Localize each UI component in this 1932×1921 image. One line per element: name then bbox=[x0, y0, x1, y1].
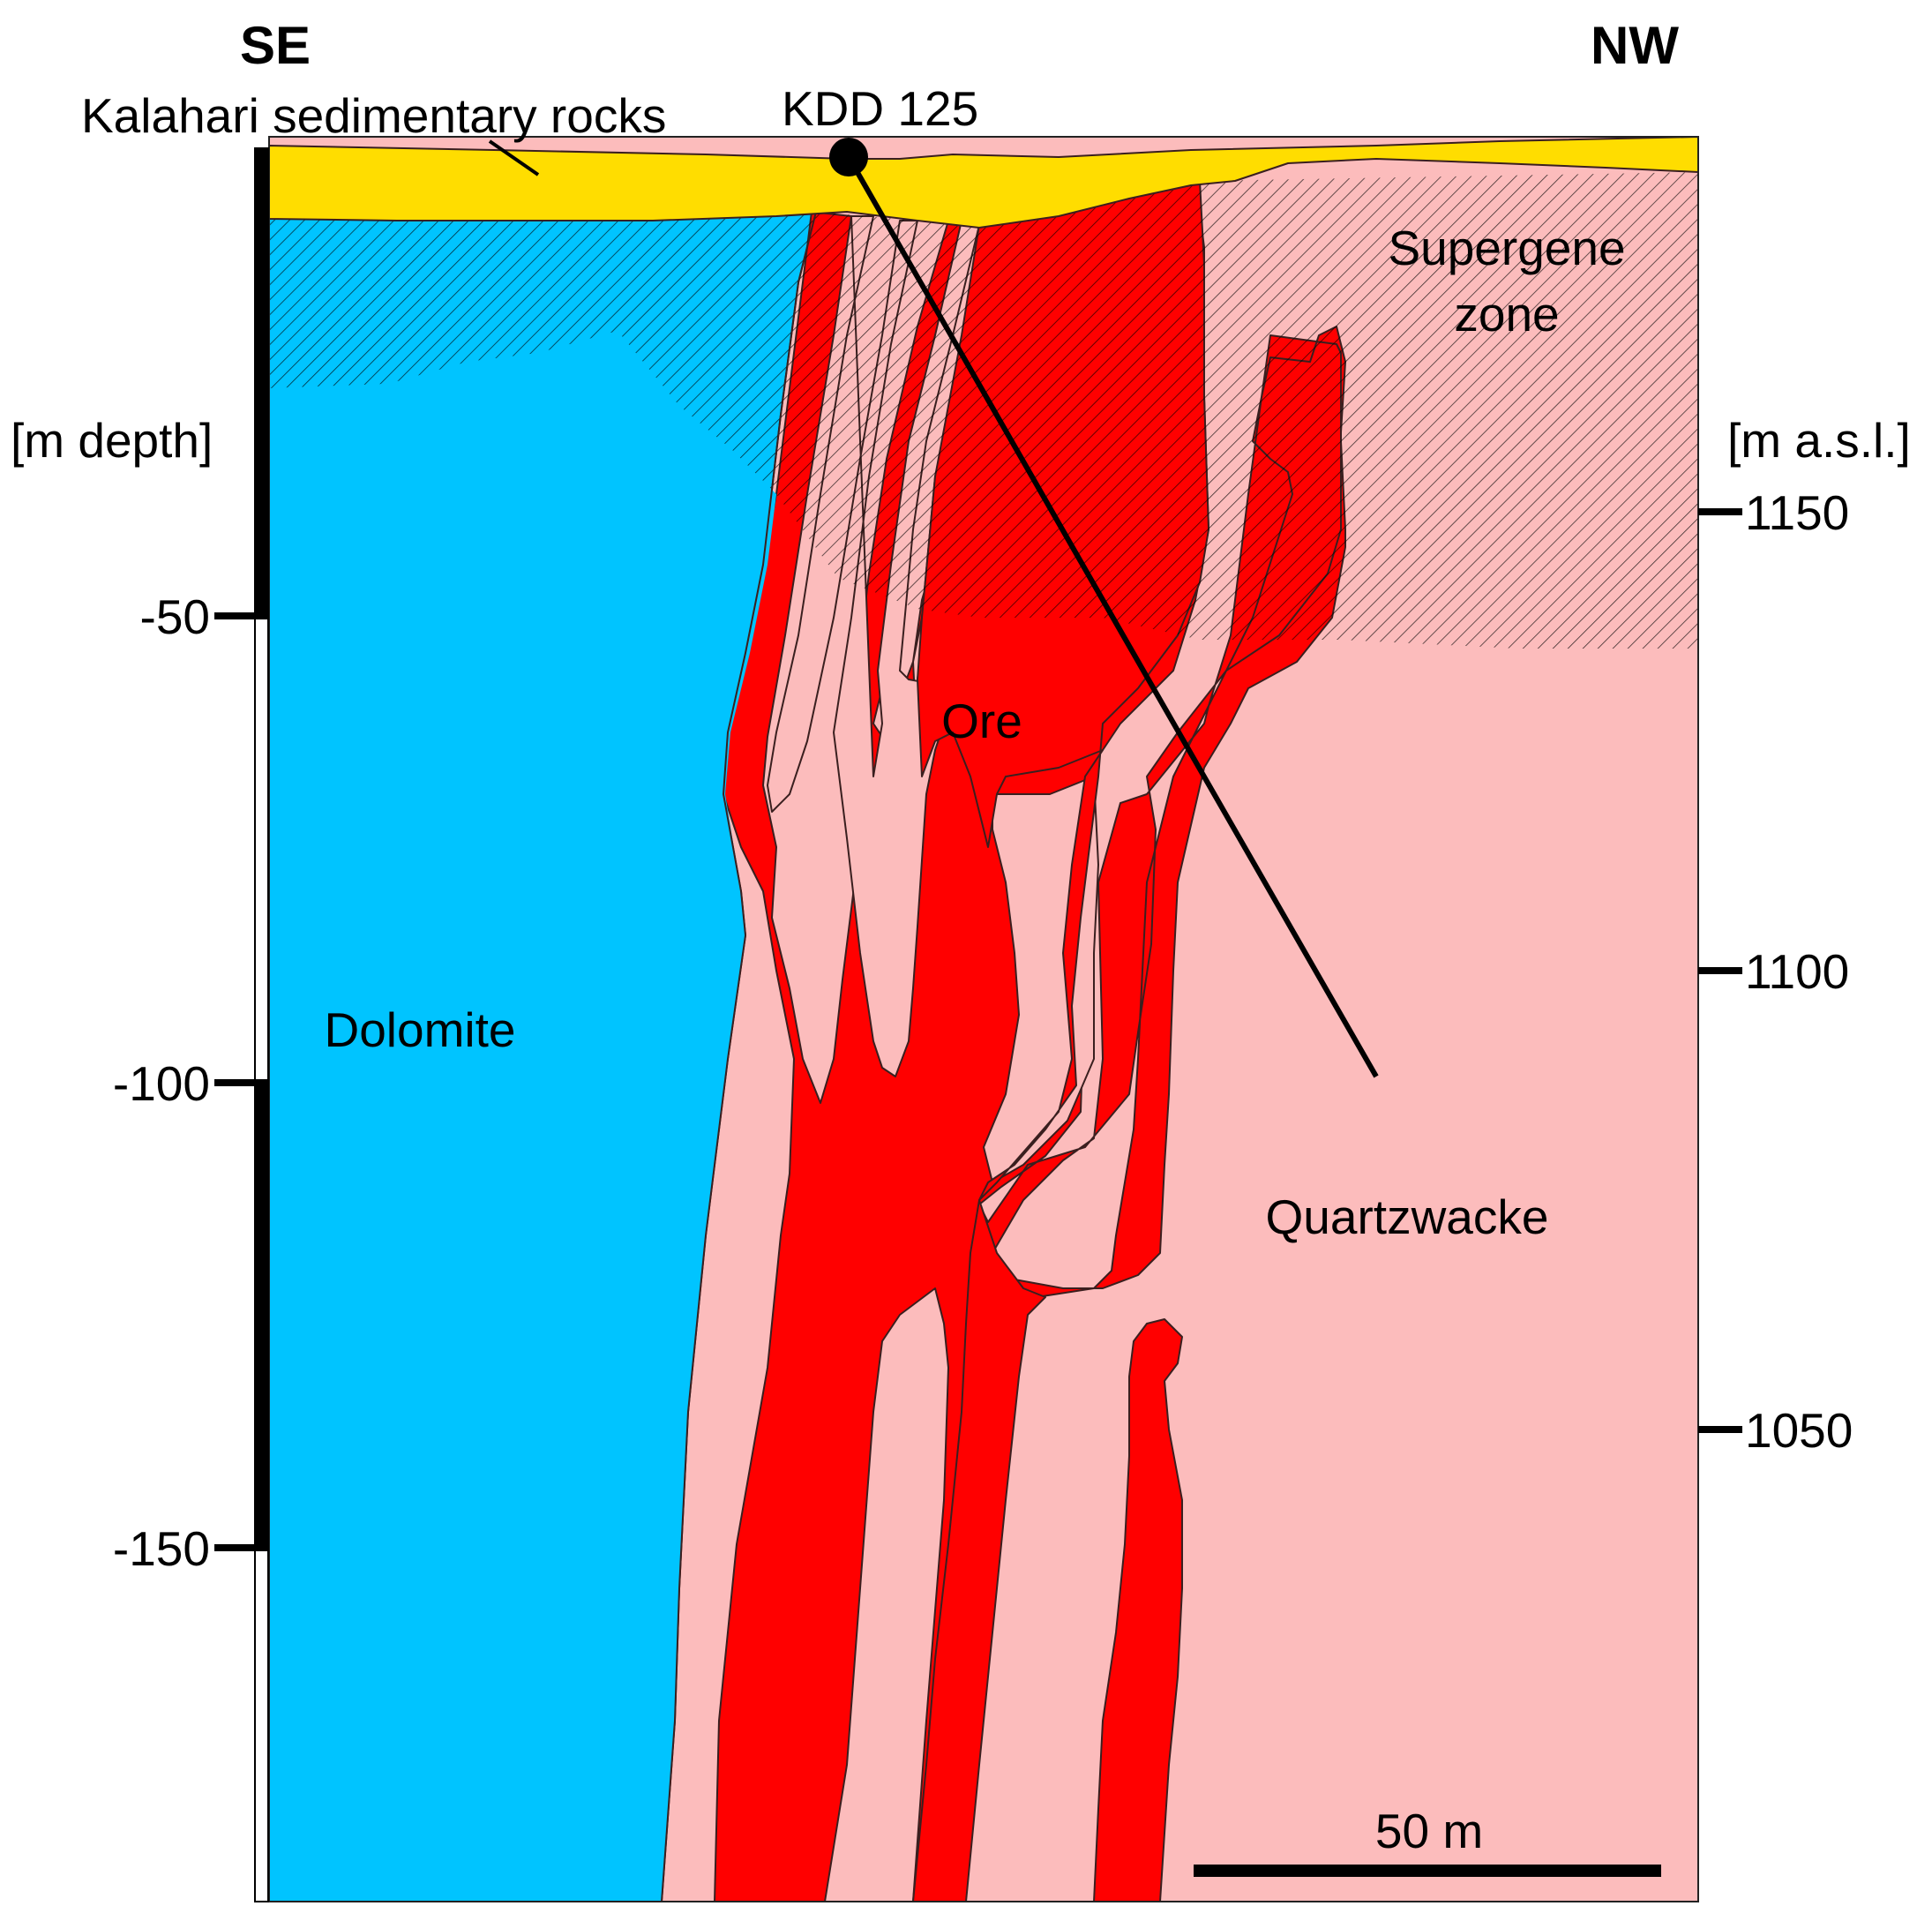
orientation-left: SE bbox=[240, 16, 311, 75]
ore-vein-east bbox=[1093, 1318, 1183, 1902]
ore-vein-central bbox=[912, 1199, 1046, 1902]
scale-bar-label: 50 m bbox=[1375, 1804, 1483, 1858]
drillhole-label: KDD 125 bbox=[782, 81, 978, 136]
kalahari-cover bbox=[269, 136, 1698, 229]
depth-scale-black-lower bbox=[255, 1082, 268, 1549]
depth-label-150: -150 bbox=[113, 1521, 210, 1576]
orientation-right: NW bbox=[1591, 16, 1679, 75]
supergene-label-line2: zone bbox=[1454, 287, 1559, 341]
dolomite-contact bbox=[661, 211, 817, 1902]
kalahari-leader bbox=[488, 139, 540, 176]
quartzwacke-label: Quartzwacke bbox=[1266, 1189, 1549, 1244]
left-axis-unit: [m depth] bbox=[11, 413, 213, 468]
elev-label-1050: 1050 bbox=[1745, 1403, 1853, 1458]
dolomite-lower bbox=[269, 331, 776, 1902]
right-axis-unit: [m a.s.l.] bbox=[1727, 413, 1911, 468]
kalahari-label: Kalahari sedimentary rocks bbox=[81, 88, 666, 143]
dolomite-label: Dolomite bbox=[324, 1002, 515, 1057]
drillhole-trace bbox=[846, 155, 1379, 1078]
supergene-label-line1: Supergene bbox=[1388, 221, 1625, 275]
ore-label: Ore bbox=[941, 694, 1022, 748]
elev-label-1100: 1100 bbox=[1745, 944, 1849, 999]
supergene-zone-hatch bbox=[269, 172, 1698, 649]
drillhole-collar bbox=[829, 138, 868, 176]
depth-label-100: -100 bbox=[113, 1056, 210, 1111]
depth-scale-black-upper bbox=[255, 148, 268, 618]
elev-label-1150: 1150 bbox=[1745, 485, 1849, 540]
depth-label-50: -50 bbox=[140, 589, 211, 644]
